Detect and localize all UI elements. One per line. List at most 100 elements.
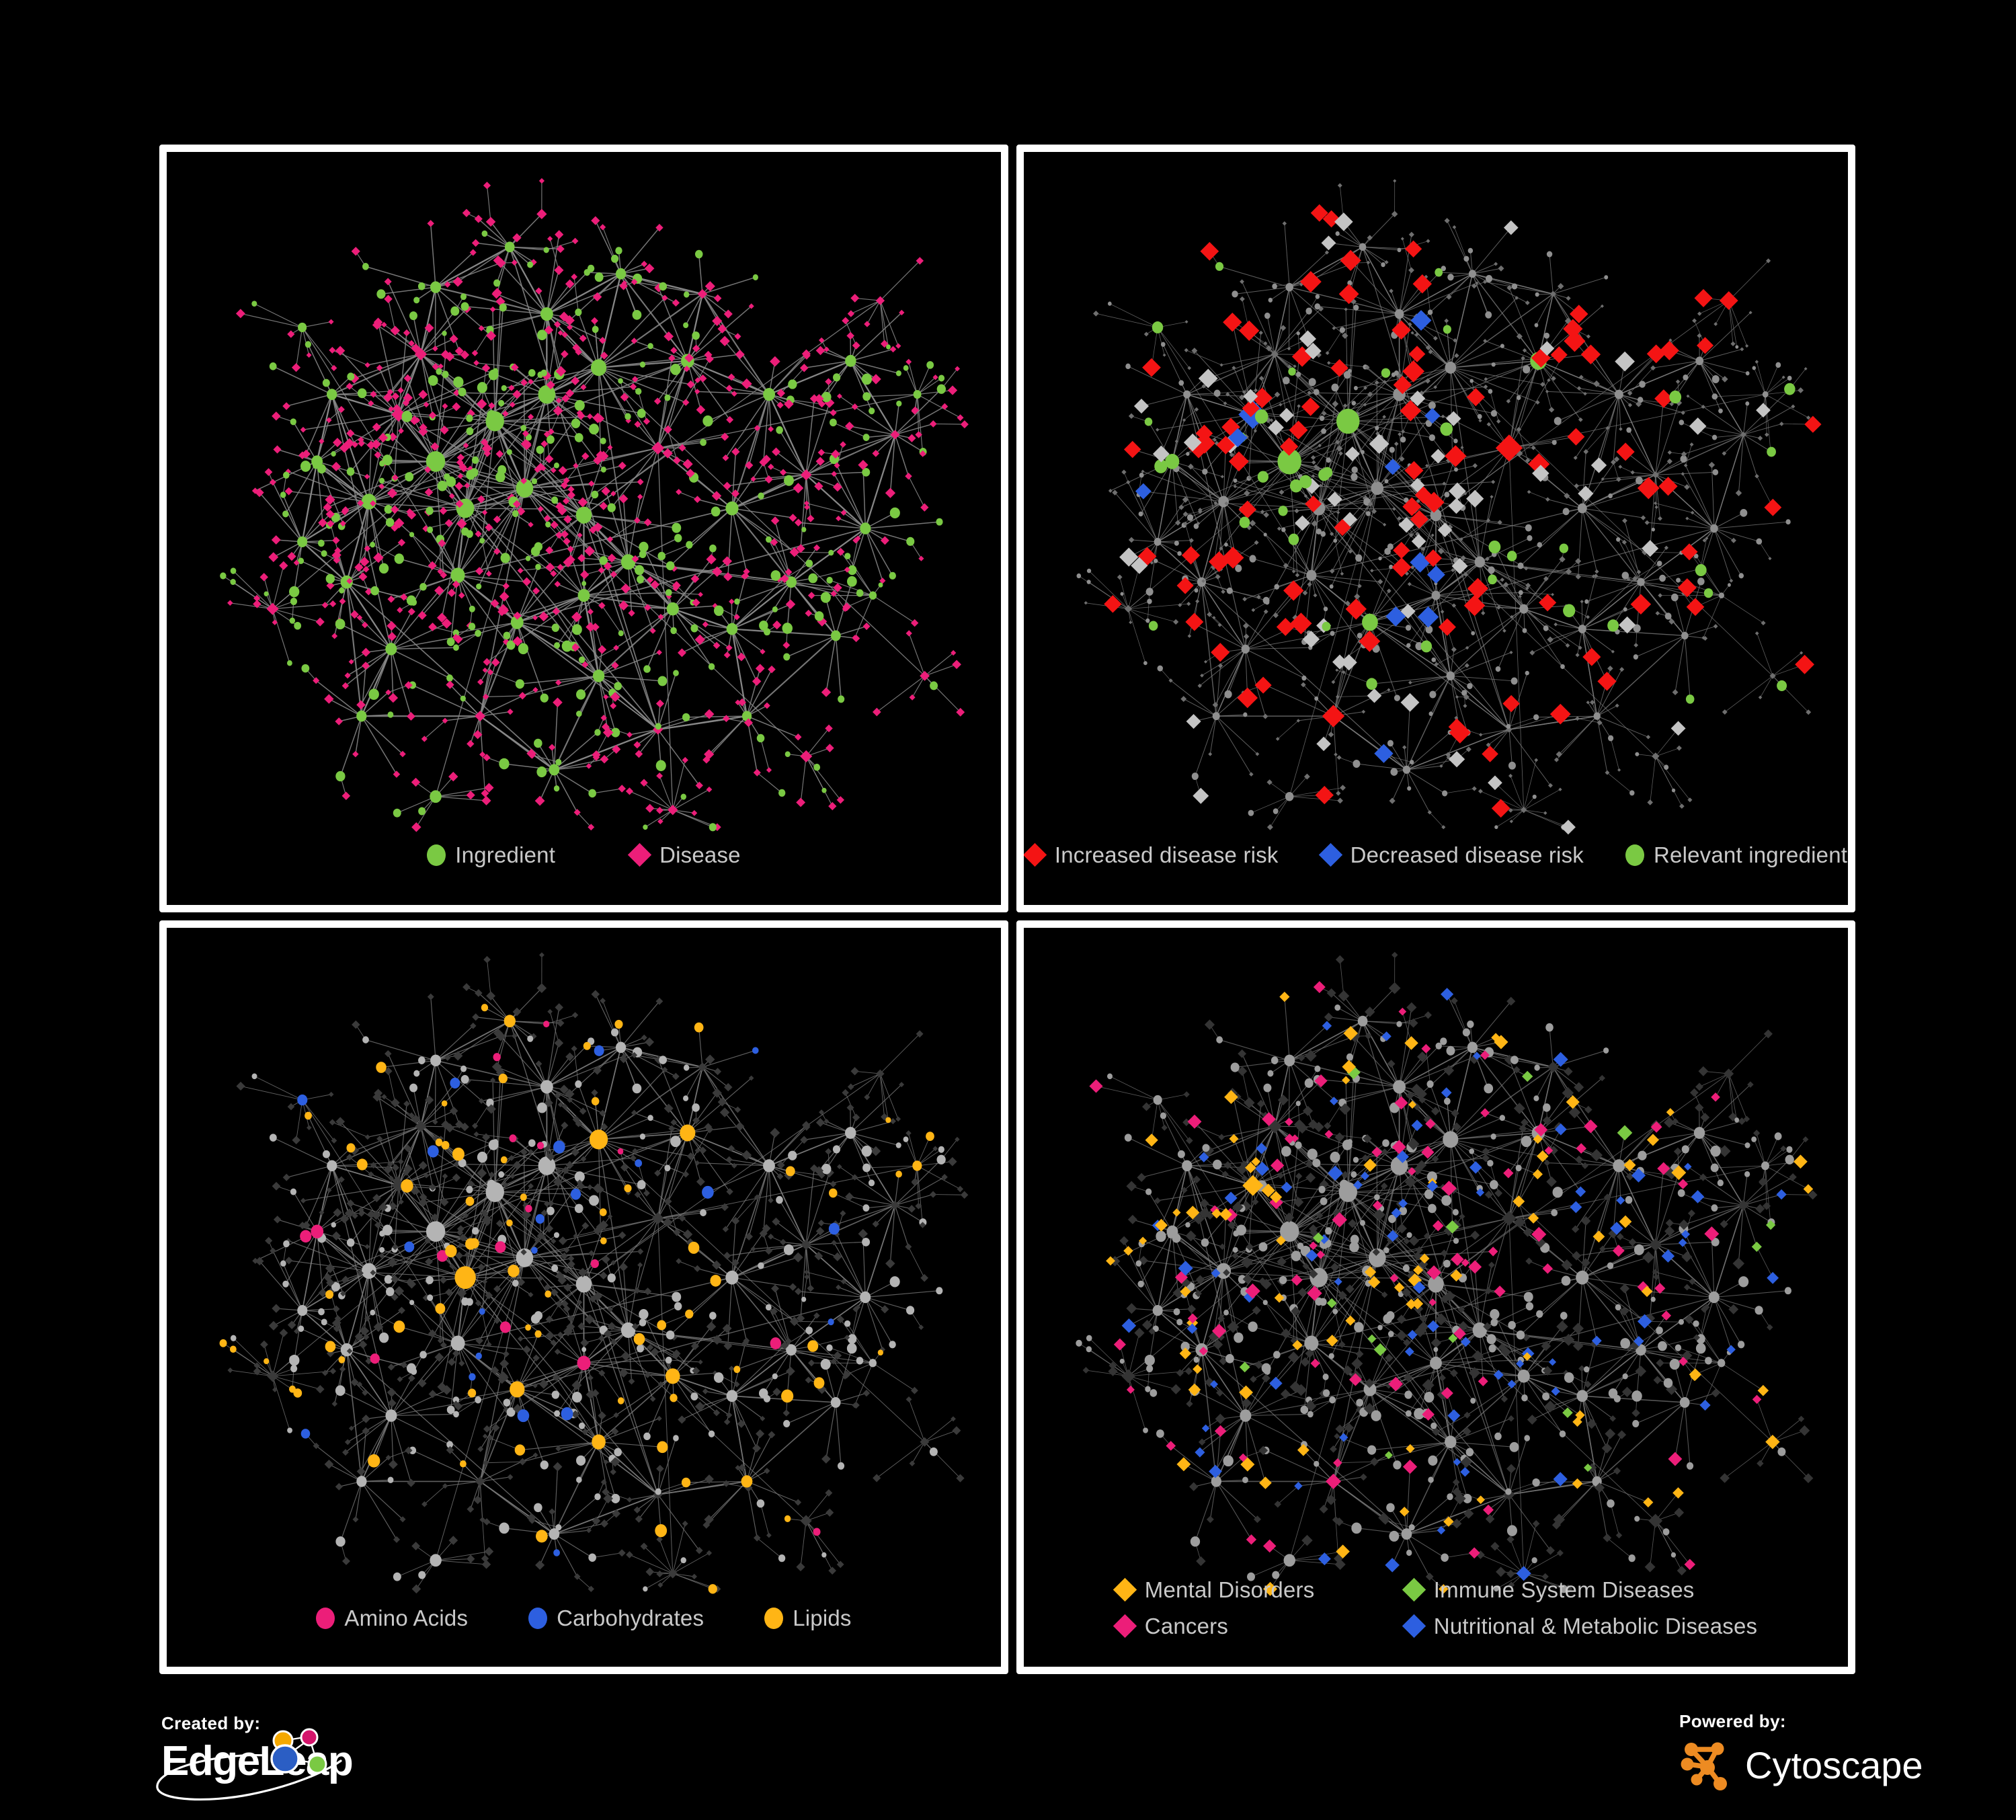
disease-node[interactable] — [858, 459, 869, 471]
disease-node[interactable] — [1315, 785, 1334, 805]
disease-node[interactable] — [625, 787, 634, 795]
disease-node[interactable] — [1318, 443, 1322, 448]
disease-node[interactable] — [236, 1081, 245, 1091]
disease-node[interactable] — [387, 595, 395, 603]
ingredient-node[interactable] — [726, 1390, 738, 1402]
disease-node[interactable] — [1685, 516, 1689, 520]
ingredient-node[interactable] — [339, 587, 345, 594]
ingredient-node[interactable] — [379, 1247, 385, 1253]
ingredient-node[interactable] — [599, 556, 608, 565]
disease-node[interactable] — [1245, 1283, 1260, 1299]
disease-node[interactable] — [712, 566, 723, 577]
ingredient-node[interactable] — [1382, 1139, 1389, 1147]
ingredient-node[interactable] — [1603, 1047, 1609, 1054]
disease-node[interactable] — [1208, 752, 1213, 756]
disease-node[interactable] — [444, 1054, 451, 1061]
disease-node[interactable] — [1301, 397, 1320, 416]
disease-node[interactable] — [540, 1209, 548, 1217]
disease-node[interactable] — [591, 990, 600, 999]
disease-node[interactable] — [1451, 558, 1468, 574]
disease-node[interactable] — [776, 1173, 784, 1180]
disease-node[interactable] — [599, 224, 606, 231]
ingredient-node[interactable] — [1262, 1300, 1268, 1306]
ingredient-node[interactable] — [338, 1356, 346, 1363]
disease-node[interactable] — [1389, 1273, 1399, 1283]
disease-node[interactable] — [1404, 461, 1424, 480]
ingredient-node[interactable] — [1086, 580, 1091, 584]
ingredient-node[interactable] — [1153, 1095, 1162, 1105]
disease-node[interactable] — [1806, 416, 1811, 420]
disease-node[interactable] — [1324, 1122, 1332, 1130]
disease-node[interactable] — [1407, 582, 1412, 586]
disease-node[interactable] — [1384, 1451, 1393, 1460]
ingredient-node[interactable] — [1777, 680, 1787, 691]
disease-node[interactable] — [1408, 231, 1414, 237]
disease-node[interactable] — [388, 1175, 394, 1181]
ingredient-node[interactable] — [710, 1275, 721, 1287]
ingredient-node[interactable] — [1383, 1247, 1389, 1254]
disease-node[interactable] — [644, 604, 651, 611]
ingredient-node[interactable] — [520, 1193, 527, 1201]
disease-node[interactable] — [1568, 1106, 1581, 1119]
ingredient-node[interactable] — [1318, 469, 1330, 481]
disease-node[interactable] — [1441, 414, 1445, 419]
disease-node[interactable] — [1430, 1337, 1442, 1348]
disease-node[interactable] — [301, 449, 311, 459]
disease-node[interactable] — [640, 779, 648, 787]
disease-node[interactable] — [748, 303, 754, 309]
disease-node[interactable] — [325, 1263, 335, 1273]
disease-node[interactable] — [1496, 605, 1501, 610]
disease-node[interactable] — [1689, 418, 1707, 435]
disease-node[interactable] — [478, 1098, 485, 1104]
disease-node[interactable] — [1757, 1384, 1769, 1396]
ingredient-node[interactable] — [624, 413, 631, 420]
ingredient-node[interactable] — [459, 1460, 467, 1468]
ingredient-node[interactable] — [1213, 389, 1221, 397]
ingredient-node[interactable] — [417, 282, 426, 290]
disease-node[interactable] — [324, 1460, 334, 1469]
ingredient-node[interactable] — [862, 1204, 870, 1212]
disease-node[interactable] — [462, 442, 469, 448]
disease-node[interactable] — [1445, 1220, 1459, 1234]
ingredient-node[interactable] — [1400, 436, 1406, 443]
disease-node[interactable] — [1671, 1165, 1687, 1181]
disease-node[interactable] — [764, 1468, 770, 1474]
ingredient-node[interactable] — [1304, 1078, 1314, 1089]
ingredient-node[interactable] — [1608, 1388, 1618, 1398]
disease-node[interactable] — [1637, 1281, 1650, 1293]
disease-node[interactable] — [830, 409, 837, 417]
disease-node[interactable] — [364, 1244, 370, 1250]
disease-node[interactable] — [794, 518, 803, 527]
ingredient-node[interactable] — [845, 1127, 856, 1139]
disease-node[interactable] — [1311, 460, 1316, 465]
ingredient-node[interactable] — [1525, 524, 1532, 532]
ingredient-node[interactable] — [643, 1432, 651, 1441]
disease-node[interactable] — [372, 320, 382, 330]
ingredient-node[interactable] — [442, 370, 449, 379]
ingredient-node[interactable] — [805, 1327, 813, 1335]
ingredient-node[interactable] — [1604, 275, 1609, 280]
ingredient-node[interactable] — [1718, 592, 1724, 599]
ingredient-node[interactable] — [493, 279, 501, 287]
disease-node[interactable] — [287, 330, 295, 338]
ingredient-node[interactable] — [1787, 375, 1792, 381]
disease-node[interactable] — [1690, 510, 1695, 515]
disease-node[interactable] — [591, 216, 600, 225]
ingredient-node[interactable] — [1381, 262, 1385, 268]
ingredient-node[interactable] — [300, 1230, 312, 1243]
disease-node[interactable] — [567, 324, 573, 331]
ingredient-node[interactable] — [499, 1321, 511, 1333]
ingredient-node[interactable] — [1521, 1394, 1528, 1402]
disease-node[interactable] — [1365, 1266, 1377, 1278]
disease-node[interactable] — [643, 1288, 652, 1296]
disease-node[interactable] — [1342, 403, 1348, 408]
disease-node[interactable] — [847, 310, 855, 317]
disease-node[interactable] — [1621, 1386, 1633, 1397]
disease-node[interactable] — [1408, 1101, 1416, 1109]
ingredient-node[interactable] — [1406, 1232, 1412, 1238]
disease-node[interactable] — [836, 547, 845, 556]
ingredient-node[interactable] — [581, 581, 587, 586]
disease-node[interactable] — [1531, 445, 1536, 450]
disease-node[interactable] — [1447, 524, 1453, 530]
disease-node[interactable] — [403, 1100, 410, 1107]
